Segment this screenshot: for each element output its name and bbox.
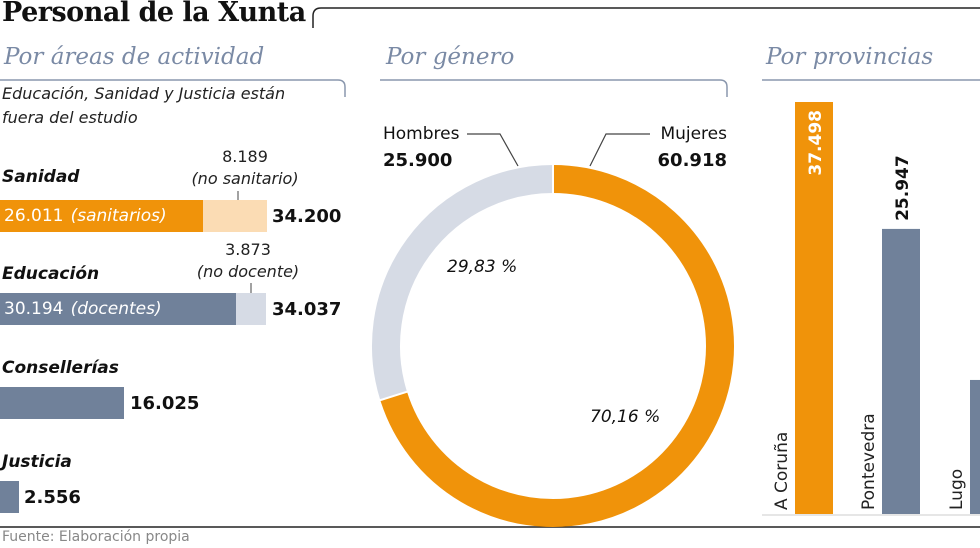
value-hombres: 25.900 [383, 150, 453, 171]
educacion-part2: 3.873 (no docente) [188, 239, 308, 283]
legend-hombres: Hombres [383, 124, 460, 144]
value-label: 26.011 [4, 206, 64, 226]
bar-sanidad-no-sanitario [203, 200, 267, 232]
value-label: 8.189 [222, 147, 268, 166]
bar-pontevedra [882, 228, 920, 514]
percent-hombres: 29,83 % [447, 257, 518, 277]
province-bars: A Coruña 37.498 Pontevedra 25.947 Lugo [772, 102, 980, 514]
legend-mujeres: Mujeres [660, 124, 727, 144]
total-educacion: 34.037 [272, 299, 342, 320]
category-label: A Coruña [772, 432, 792, 510]
value-mujeres: 60.918 [657, 150, 727, 171]
value-label: 30.194 [4, 299, 64, 319]
bar-educacion-docentes: 30.194 (docentes) [0, 293, 236, 325]
note-label: (docentes) [70, 299, 162, 319]
category-sanidad: Sanidad [2, 167, 80, 187]
source-note: Fuente: Elaboración propia [2, 529, 190, 545]
section-title-provincias: Por provincias [766, 44, 934, 70]
total-sanidad: 34.200 [272, 206, 342, 227]
bar-educacion-no-docente [236, 293, 266, 325]
category-label: Pontevedra [859, 413, 879, 510]
page-title: Personal de la Xunta [2, 0, 306, 28]
section-underline-areas [0, 79, 346, 97]
category-justicia: Justicia [2, 452, 72, 472]
value-label: 25.947 [893, 155, 913, 221]
note-label: (no sanitario) [191, 169, 299, 188]
section-title-genero: Por género [386, 44, 515, 70]
areas-note: Educación, Sanidad y Justicia están fuer… [2, 84, 286, 127]
total-justicia: 2.556 [24, 487, 81, 508]
bar-lugo [970, 379, 980, 514]
section-title-areas: Por áreas de actividad [4, 44, 265, 70]
category-label: Lugo [947, 469, 967, 510]
sanidad-part2: 8.189 (no sanitario) [185, 146, 305, 190]
percent-mujeres: 70,16 % [590, 407, 661, 427]
donut-separator [379, 390, 409, 402]
bar-justicia [0, 481, 19, 513]
donut-slice-hombres [372, 165, 554, 401]
bar-consellerias [0, 387, 124, 419]
donut-chart [372, 164, 734, 527]
total-consellerias: 16.025 [130, 393, 200, 414]
bar-a-coruña [795, 102, 833, 514]
leader-mujeres [589, 133, 650, 167]
category-educacion: Educación [2, 264, 100, 284]
donut-slice-mujeres [380, 165, 734, 527]
value-label: 37.498 [806, 110, 826, 176]
note-label: (sanitarios) [70, 206, 167, 226]
note-label: (no docente) [196, 262, 300, 281]
value-label: 3.873 [225, 240, 271, 259]
title-frame-line [312, 7, 980, 28]
bar-sanidad-sanitarios: 26.011 (sanitarios) [0, 200, 203, 232]
category-consellerias: Consellerías [2, 358, 119, 378]
leader-hombres [467, 133, 519, 167]
section-underline-genero [380, 79, 728, 97]
